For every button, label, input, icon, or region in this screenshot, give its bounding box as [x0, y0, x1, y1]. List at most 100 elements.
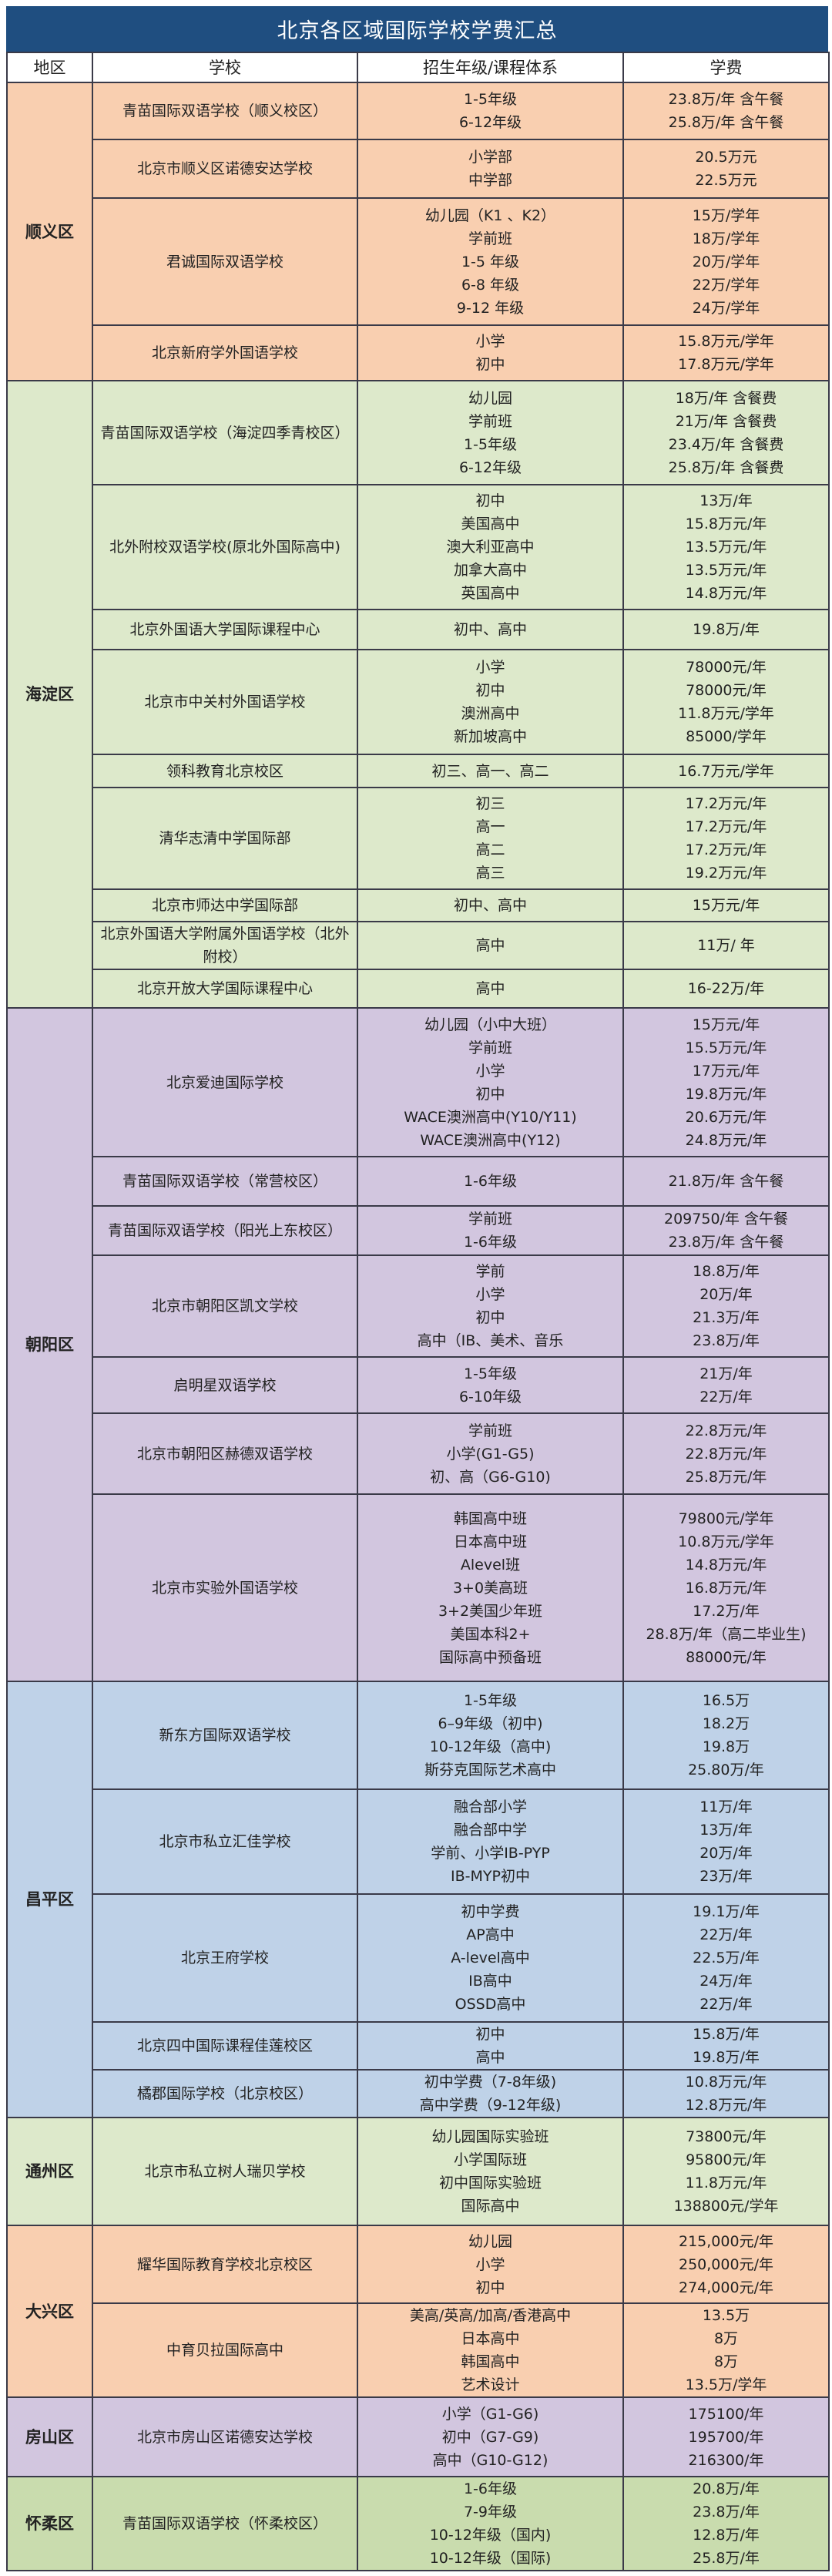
fee-value: 23.8万/年 [693, 2504, 760, 2521]
grade-level: 中学部 [468, 172, 512, 189]
fee-value: 23.4万/年 含餐费 [668, 435, 784, 453]
school-row: 北京市师达中学国际部 初中、高中 15万元/年 [7, 888, 830, 922]
school-name: 北京市实验外国语学校 [92, 1493, 358, 1682]
fee-value: 15.8万元/学年 [678, 333, 774, 350]
grade-level: 初中 [475, 1085, 505, 1103]
school-name: 清华志清中学国际部 [92, 787, 358, 890]
fee-value: 85000/学年 [686, 728, 767, 745]
grade-level: 高中 [475, 2049, 505, 2066]
header-school: 学校 [92, 52, 358, 83]
fee-value: 22.8万元/年 [685, 1445, 767, 1463]
fee-value: 11万/年 [699, 1798, 753, 1815]
grade-level: 10-12年级（国内) [429, 2527, 552, 2544]
fee-cell: 23.8万/年 含午餐 25.8万/年 含午餐 [622, 82, 830, 140]
grade-cell: 高中 [357, 969, 624, 1009]
school-row: 北京市顺义区诺德安达学校 小学部 中学部 20.5万元 22.5万元 [7, 139, 830, 199]
grade-level: 小学 [475, 2255, 505, 2273]
fee-value: 17.8万元/学年 [678, 356, 774, 373]
grade-level: IB高中 [468, 1973, 512, 1990]
grade-cell: 1-5年级 6-10年级 [357, 1356, 624, 1414]
grade-level: 学前 [475, 1263, 505, 1280]
grade-cell: 初中、高中 [357, 609, 624, 650]
school-name: 北京市朝阳区凯文学校 [92, 1254, 358, 1358]
grade-level: IB-MYP初中 [451, 1868, 530, 1885]
fee-value: 15万/学年 [692, 207, 760, 224]
school-name: 北京新府学外国语学校 [92, 324, 358, 381]
grade-cell: 融合部小学 融合部中学 学前、小学IB-PYP IB-MYP初中 [357, 1788, 624, 1895]
fee-value: 19.8万 [702, 1738, 750, 1755]
school-name: 北京市私立树人瑞贝学校 [92, 2117, 358, 2226]
fee-cell: 13万/年 15.8万元/年 13.5万元/年 13.5万元/年 14.8万元/年 [622, 484, 830, 610]
fee-cell: 78000元/年 78000元/年 11.8万元/学年 85000/学年 [622, 649, 830, 755]
grade-cell: 初中学费（7-8年级) 高中学费（9-12年级) [357, 2069, 624, 2118]
grade-level: 小学(G1-G5) [446, 1445, 535, 1463]
fee-cell: 17.2万元/年 17.2万元/年 17.2万元/年 19.2万元/年 [622, 787, 830, 890]
school-row: 清华志清中学国际部 初三 高一 高二 高三 17.2万元/年 17.2万元/年 17.2万元/… [7, 787, 830, 890]
school-name: 青苗国际双语学校（怀柔校区） [92, 2476, 358, 2571]
grade-level: 1-6年级 [463, 2480, 518, 2497]
grade-level: 美高/英高/加高/香港高中 [409, 2307, 572, 2324]
grade-level: WACE澳洲高中(Y12) [420, 1131, 561, 1149]
fee-value: 22万/学年 [692, 276, 760, 294]
fee-value: 17.2万/年 [693, 1602, 760, 1620]
grade-level: 初、高（G6-G10) [430, 1468, 551, 1486]
fee-cell: 16-22万/年 [622, 969, 830, 1009]
grade-level: 韩国高中班 [453, 1510, 527, 1527]
school-name: 北京市顺义区诺德安达学校 [92, 139, 358, 199]
fee-value: 15.5万元/年 [685, 1039, 767, 1056]
school-row: 北京市朝阳区赫德双语学校 学前班 小学(G1-G5) 初、高（G6-G10) 22.8万… [7, 1412, 830, 1495]
fee-table-container: 北京各区域国际学校学费汇总 地区 学校 招生年级/课程体系 学费 顺义区 青苗国际… [6, 6, 830, 2571]
fee-value: 24万/年 [699, 1973, 753, 1990]
grade-level: 幼儿园 [468, 389, 512, 407]
school-row: 昌平区 新东方国际双语学校 1-5年级 6–9年级（初中) 10-12年级（高中) 斯芬克… [6, 1681, 830, 2118]
fee-cell: 19.8万/年 [622, 609, 830, 650]
school-row: 北京新府学外国语学校 小学 初中 15.8万元/学年 17.8万元/学年 [7, 324, 830, 381]
fee-cell: 15万元/年 15.5万元/年 17万元/年 19.8万元/年 20.6万元/年 24.8… [622, 1007, 830, 1157]
grade-level: 初中、高中 [453, 897, 527, 914]
school-row: 青苗国际双语学校（阳光上东校区） 学前班 1-6年级 209750/年 含午餐 23.8… [7, 1205, 830, 1256]
fee-value: 16-22万/年 [687, 980, 765, 997]
grade-cell: 1-5年级 6-12年级 [357, 82, 624, 140]
fee-value: 13万/年 [699, 1822, 753, 1839]
grade-level: 初中、高中 [453, 621, 527, 638]
grade-level: 6–9年级（初中) [438, 1715, 543, 1732]
fee-cell: 13.5万 8万 8万 13.5万/学年 [622, 2302, 830, 2398]
fee-cell: 18万/年 含餐费 21万/年 含餐费 23.4万/年 含餐费 25.8万/年 含餐费 [622, 380, 830, 485]
school-name: 君诚国际双语学校 [92, 197, 358, 326]
fee-cell: 11万/ 年 [622, 921, 830, 970]
fee-value: 23万/年 [699, 1868, 753, 1885]
grade-level: 美国高中 [461, 516, 520, 532]
grade-level: 7-9年级 [463, 2504, 518, 2521]
fee-value: 13.5万元/年 [685, 539, 767, 556]
school-name: 青苗国际双语学校（阳光上东校区） [92, 1205, 358, 1256]
fee-cell: 20.8万/年 23.8万/年 12.8万/年 25.8万/年 [622, 2476, 830, 2571]
fee-value: 78000元/年 [686, 682, 767, 699]
grade-level: 初中 [475, 2279, 505, 2296]
grade-cell: 幼儿园 小学 初中 [357, 2225, 624, 2304]
fee-value: 20.6万元/年 [685, 1108, 767, 1126]
table-title: 北京各区域国际学校学费汇总 [6, 6, 828, 52]
grade-level: 小学 [475, 1062, 505, 1080]
fee-value: 22.5万元 [695, 172, 757, 189]
fee-value: 17.2万元/年 [685, 795, 767, 812]
fee-cell: 22.8万元/年 22.8万元/年 25.8万元/年 [622, 1412, 830, 1495]
grade-level: A-level高中 [451, 1950, 530, 1966]
school-name: 北京四中国际课程佳莲校区 [92, 2021, 358, 2071]
grade-level: 英国高中 [461, 585, 520, 602]
fee-value: 13.5万/学年 [685, 2376, 767, 2393]
fee-value: 274,000元/年 [679, 2279, 773, 2296]
fee-value: 16.8万元/年 [685, 1579, 767, 1597]
fee-value: 19.1万/年 [693, 1903, 760, 1920]
fee-value: 20.5万元 [695, 149, 757, 166]
fee-value: 15万元/年 [692, 1016, 760, 1033]
fee-cell: 21万/年 22万/年 [622, 1356, 830, 1414]
fee-value: 250,000元/年 [679, 2255, 773, 2273]
fee-value: 18.8万/年 [693, 1263, 760, 1280]
fee-value: 21万/年 含餐费 [675, 412, 777, 430]
fee-value: 22万/年 [699, 1388, 753, 1406]
grade-cell: 高中 [357, 921, 624, 970]
grade-cell: 幼儿园（K1 、K2） 学前班 1-5 年级 6-8 年级 9-12 年级 [357, 197, 624, 326]
grade-cell: 初三、高一、高二 [357, 754, 624, 788]
fee-value: 19.8万元/年 [685, 1085, 767, 1103]
school-name: 新东方国际双语学校 [92, 1681, 358, 1790]
